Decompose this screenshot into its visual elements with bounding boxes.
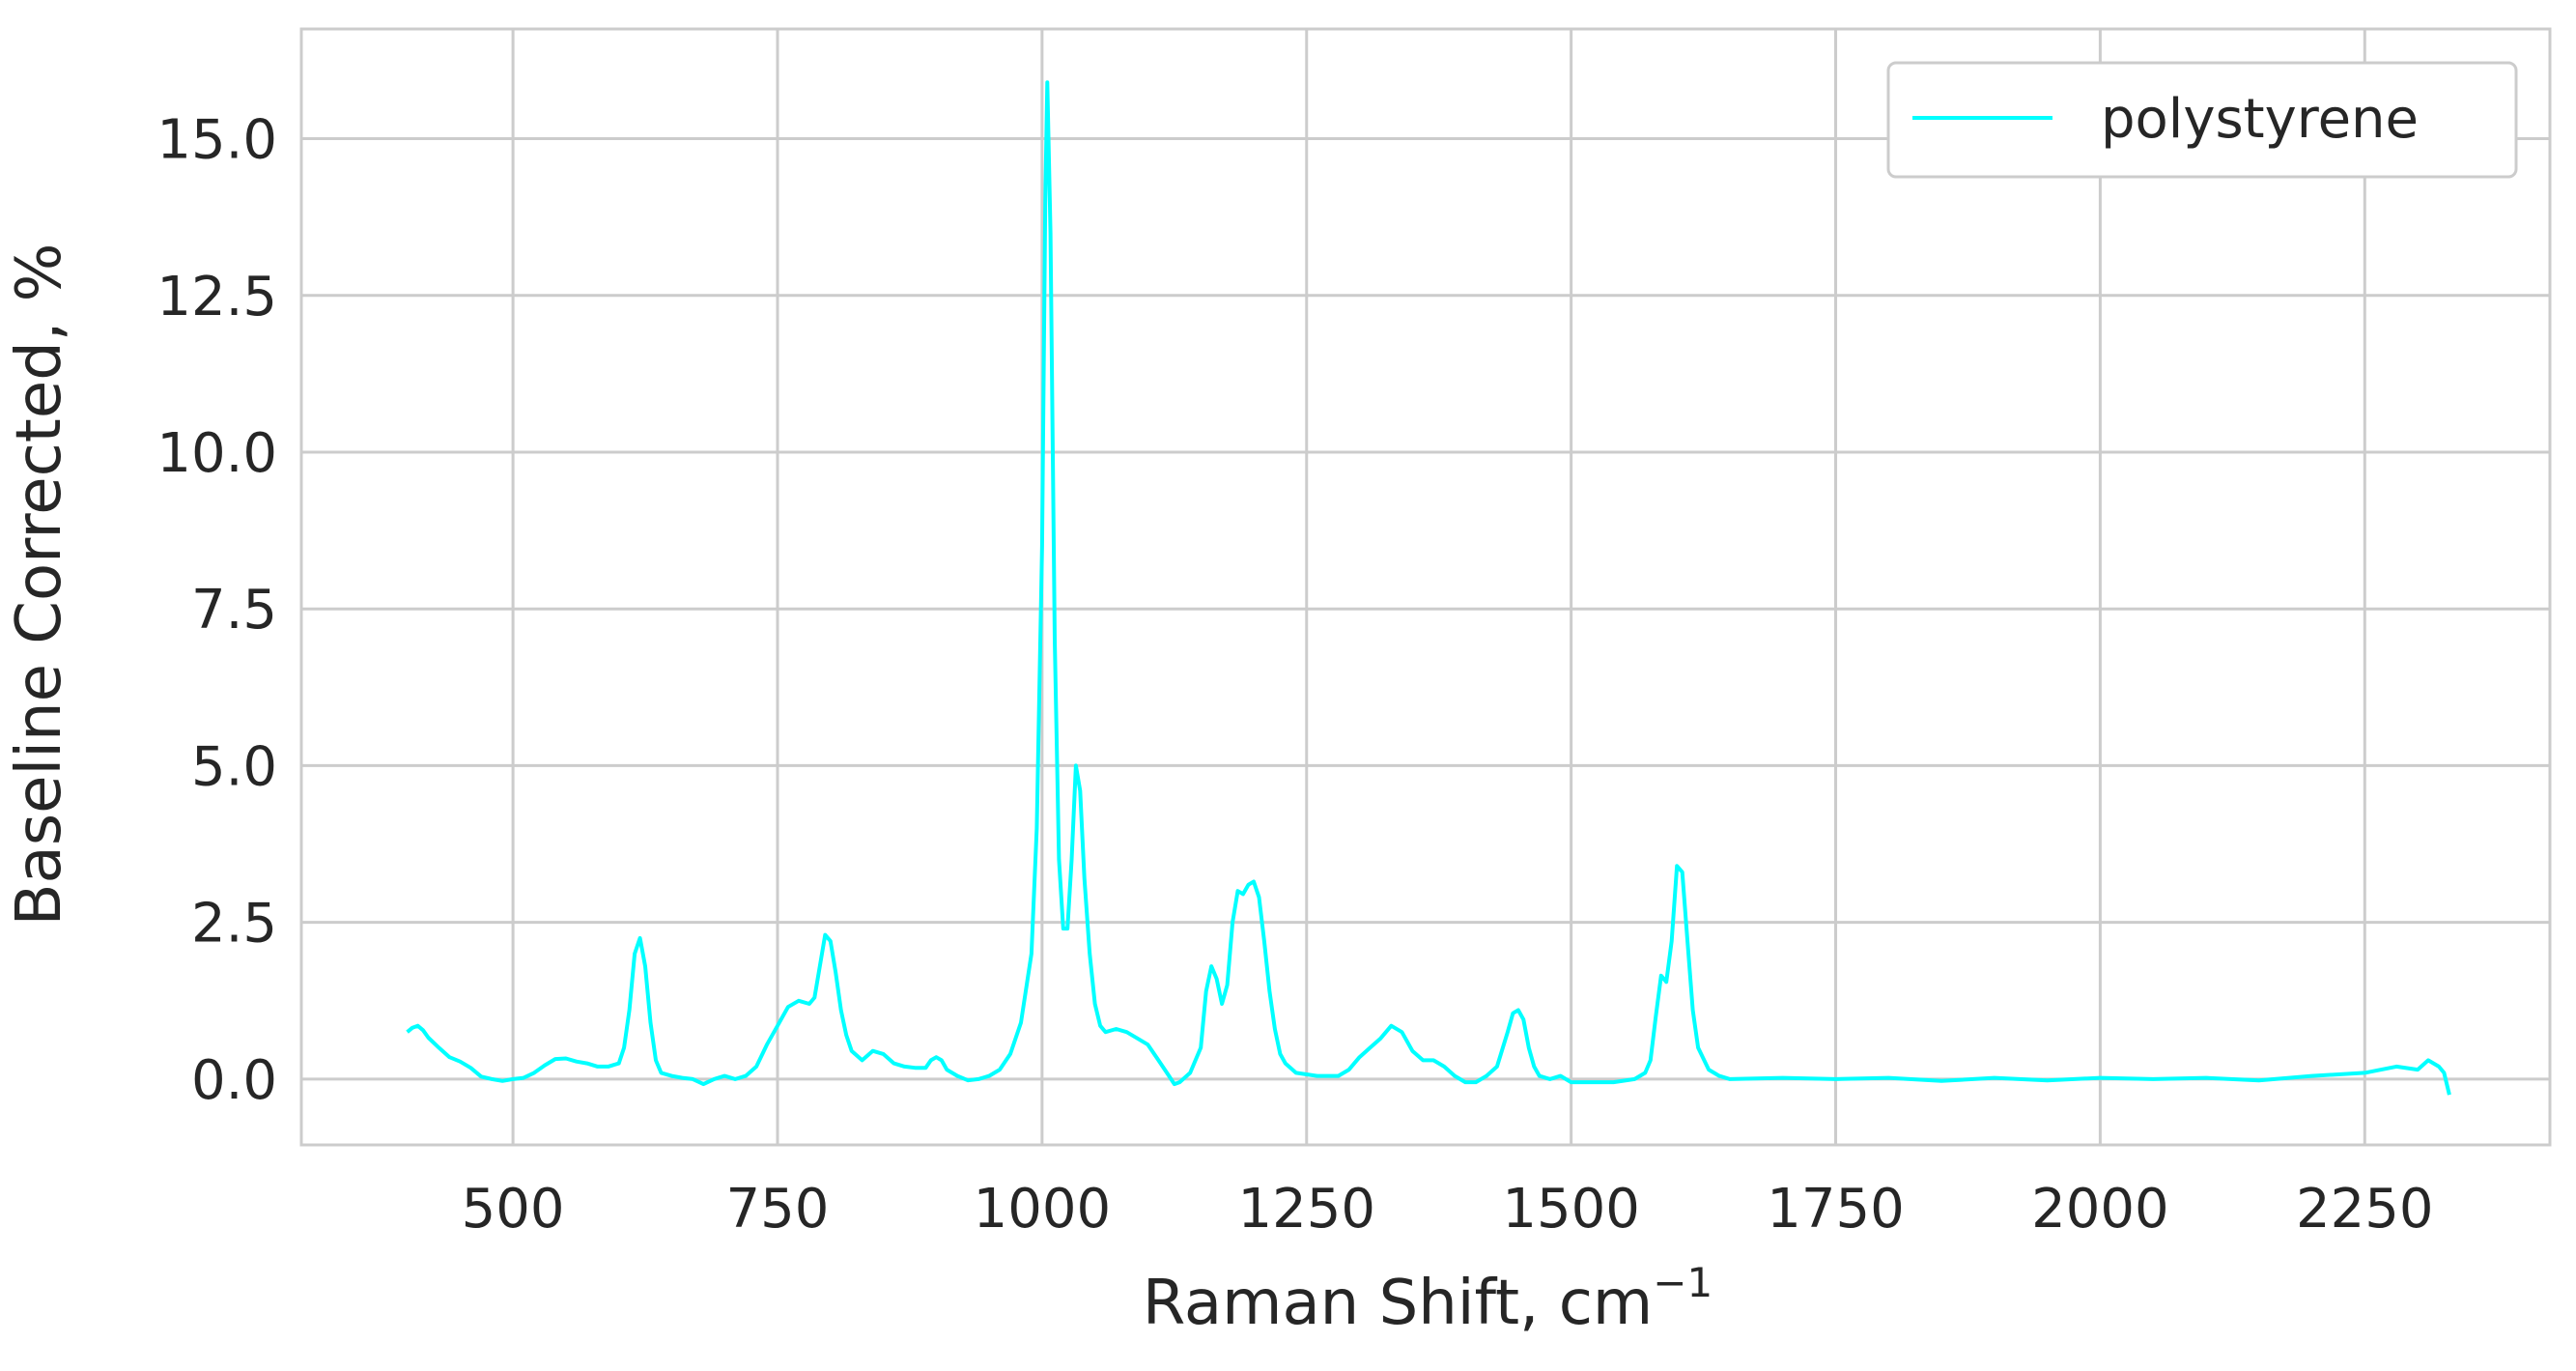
y-tick-label: 2.5 (191, 893, 277, 956)
x-tick-label: 1500 (1502, 1178, 1640, 1241)
legend-box (1886, 61, 2518, 179)
x-tick-label: 2000 (2031, 1178, 2169, 1241)
y-tick-label: 12.5 (156, 266, 277, 328)
x-tick-label: 1250 (1237, 1178, 1375, 1241)
legend-label-polystyrene: polystyrene (2101, 88, 2419, 151)
x-axis-label: Raman Shift, cm−1 (1143, 1259, 1713, 1339)
plot-area-frame (299, 27, 2552, 1147)
y-axis-ticks: 0.0 2.5 5.0 7.5 10.0 12.5 15.0 (156, 109, 277, 1112)
x-tick-label: 2250 (2296, 1178, 2434, 1241)
series-line-polystyrene (406, 80, 2451, 1096)
x-axis-label-exponent: −1 (1653, 1259, 1713, 1306)
y-axis-label: Baseline Corrected, % (4, 243, 75, 927)
y-tick-label: 15.0 (156, 109, 277, 172)
grid-lines (301, 29, 2550, 1145)
y-tick-label: 0.0 (191, 1049, 277, 1112)
legend: polystyrene (1886, 61, 2518, 179)
x-tick-label: 1750 (1767, 1178, 1905, 1241)
x-axis-ticks: 500 750 1000 1250 1500 1750 2000 2250 (462, 1178, 2434, 1241)
x-tick-label: 750 (726, 1178, 830, 1241)
x-tick-label: 500 (462, 1178, 565, 1241)
y-tick-label: 5.0 (191, 735, 277, 798)
y-tick-label: 7.5 (191, 579, 277, 642)
x-tick-label: 1000 (974, 1178, 1112, 1241)
y-tick-label: 10.0 (156, 422, 277, 485)
